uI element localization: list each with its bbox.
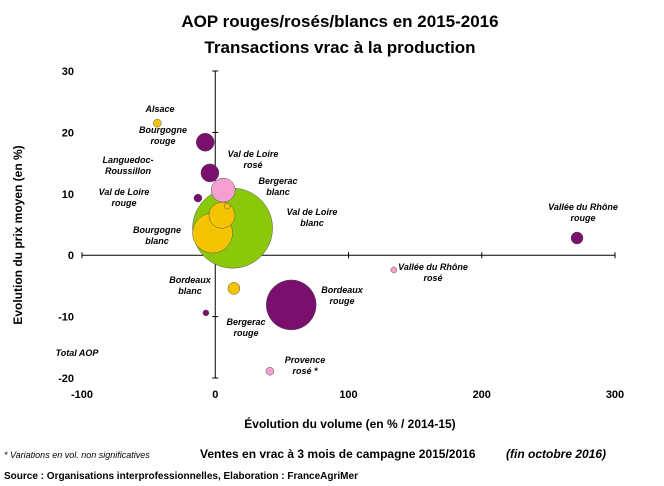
x-tick-label: 100	[339, 389, 357, 401]
bubble-label: rouge	[233, 328, 258, 338]
bubble-label: Val de Loire	[287, 207, 338, 217]
bubble-label: rosé *	[292, 366, 318, 376]
x-tick-label: 300	[606, 389, 624, 401]
bubble	[227, 282, 241, 295]
y-tick-label: 30	[62, 66, 74, 78]
bubble	[200, 163, 220, 183]
bubble	[390, 266, 398, 274]
bubble-label: Bergerac	[258, 176, 297, 186]
y-axis-label: Evolution du prix moyen (en %)	[11, 145, 25, 324]
bubble-label: rouge	[329, 296, 354, 306]
caption: Ventes en vrac à 3 mois de campagne 2015…	[200, 447, 476, 461]
bubble-label: rouge	[150, 136, 175, 146]
bubble	[202, 309, 210, 317]
bubble-label: Bordeaux	[169, 275, 212, 285]
bubble-label: Languedoc-	[103, 155, 154, 165]
bubble-label: Bourgogne	[133, 225, 181, 235]
bubble-label: Vallée du Rhône	[398, 262, 468, 272]
bubble	[208, 202, 236, 229]
bubble-label: blanc	[300, 218, 324, 228]
bubble-label: blanc	[266, 187, 290, 197]
chart-title: AOP rouges/rosés/blancs en 2015-2016	[181, 12, 498, 31]
footnote: * Variations en vol. non significatives	[4, 450, 150, 460]
y-tick-label: 0	[68, 250, 74, 262]
bubble-label: Vallée du Rhône	[548, 202, 618, 212]
bubble-label: Val de Loire	[99, 187, 150, 197]
bubble-label: blanc	[145, 236, 169, 246]
x-tick-label: 0	[212, 389, 218, 401]
bubble-label: Val de Loire	[228, 149, 279, 159]
caption-note: (fin octobre 2016)	[506, 447, 606, 461]
bubble	[570, 231, 584, 245]
x-tick-label: -100	[71, 389, 93, 401]
bubble-label: Bergerac	[226, 317, 265, 327]
bubble	[223, 202, 231, 210]
bubble	[196, 132, 215, 152]
bubble	[210, 177, 236, 203]
bubble-label: Bourgogne	[139, 125, 187, 135]
x-tick-label: 200	[473, 389, 491, 401]
bubble-label: Roussillon	[105, 166, 152, 176]
chart-title: Transactions vrac à la production	[204, 38, 475, 57]
bubble-label: rouge	[570, 213, 595, 223]
bubble	[153, 118, 162, 128]
bubble-label: Provence	[285, 355, 326, 365]
bubble-label: Alsace	[144, 104, 174, 114]
bubble	[265, 279, 317, 331]
x-axis-label: Évolution du volume (en % / 2014-15)	[244, 416, 455, 431]
y-tick-label: -20	[58, 373, 74, 385]
bubble	[193, 193, 203, 203]
bubble-label: blanc	[178, 286, 202, 296]
bubble-label: Bordeaux	[321, 285, 364, 295]
bubble	[265, 366, 275, 376]
bubble-label: rouge	[111, 198, 136, 208]
y-tick-label: 20	[62, 127, 74, 139]
source: Source : Organisations interprofessionne…	[4, 471, 358, 482]
y-tick-label: -10	[58, 312, 74, 324]
bubble-label: rosé	[423, 273, 442, 283]
bubble-label: rosé	[243, 160, 262, 170]
bubble-label: Total AOP	[56, 348, 100, 358]
y-tick-label: 10	[62, 189, 74, 201]
